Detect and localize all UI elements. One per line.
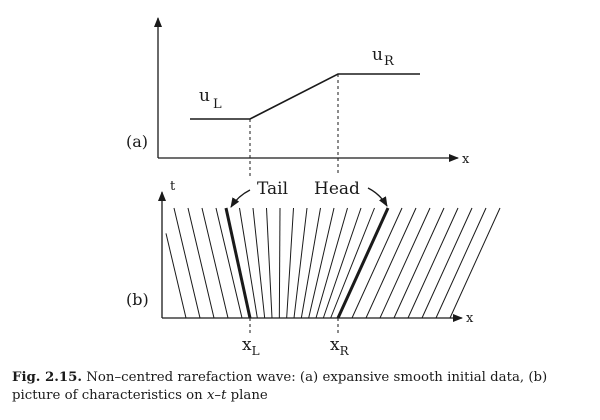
characteristics — [165, 207, 501, 319]
characteristic-right-6 — [421, 207, 473, 319]
characteristic-fan-11 — [330, 207, 375, 319]
characteristic-left-1 — [165, 233, 187, 319]
head-label: Head — [314, 179, 360, 199]
panel-b-t-label: t — [170, 179, 176, 194]
characteristic-left-2 — [173, 207, 201, 319]
characteristic-fan-1 — [239, 207, 258, 319]
x-right-label: xR — [330, 335, 350, 358]
caption-math: x–t — [206, 388, 227, 403]
characteristic-right-3 — [379, 207, 431, 319]
characteristic-fan-6 — [293, 207, 308, 319]
characteristic-fan-2 — [252, 207, 266, 319]
characteristic-left-4 — [201, 207, 229, 319]
characteristic-right-5 — [407, 207, 459, 319]
characteristic-left-5 — [215, 207, 243, 319]
characteristic-right-2 — [365, 207, 417, 319]
caption-text-end: plane — [226, 388, 268, 403]
panel-b-x-label: x — [466, 311, 474, 326]
characteristic-fan-3 — [266, 207, 273, 319]
characteristic-fan-4 — [278, 207, 281, 319]
figure-number: Fig. 2.15. — [12, 370, 83, 385]
characteristic-fan-5 — [286, 207, 294, 319]
characteristic-left-3 — [187, 207, 215, 319]
figure-caption: Fig. 2.15. Non–centred rarefaction wave:… — [12, 369, 592, 405]
characteristic-right-8 — [449, 207, 501, 319]
panel-a-x-label: x — [462, 152, 470, 167]
characteristic-fan-10 — [322, 207, 362, 319]
tail-arrow — [230, 189, 251, 208]
characteristic-fan-8 — [308, 207, 335, 319]
tail-characteristic — [224, 207, 252, 319]
tail-label: Tail — [257, 179, 288, 199]
u-right-label: uR — [372, 45, 395, 69]
characteristic-right-7 — [435, 207, 487, 319]
characteristic-right-1 — [351, 207, 403, 319]
head-characteristic — [336, 207, 390, 319]
head-arrow — [367, 187, 388, 207]
panel-b: t x Tail Head xL xR (b) — [126, 179, 501, 358]
x-left-label: xL — [242, 335, 260, 358]
initial-data-profile — [190, 73, 420, 120]
characteristic-fan-9 — [315, 207, 348, 319]
panel-a-label: (a) — [126, 132, 148, 151]
caption-text: Non–centred rarefaction wave: (a) expans… — [12, 370, 548, 403]
characteristic-fan-7 — [300, 207, 321, 319]
panel-b-label: (b) — [126, 290, 149, 309]
characteristic-right-4 — [393, 207, 445, 319]
